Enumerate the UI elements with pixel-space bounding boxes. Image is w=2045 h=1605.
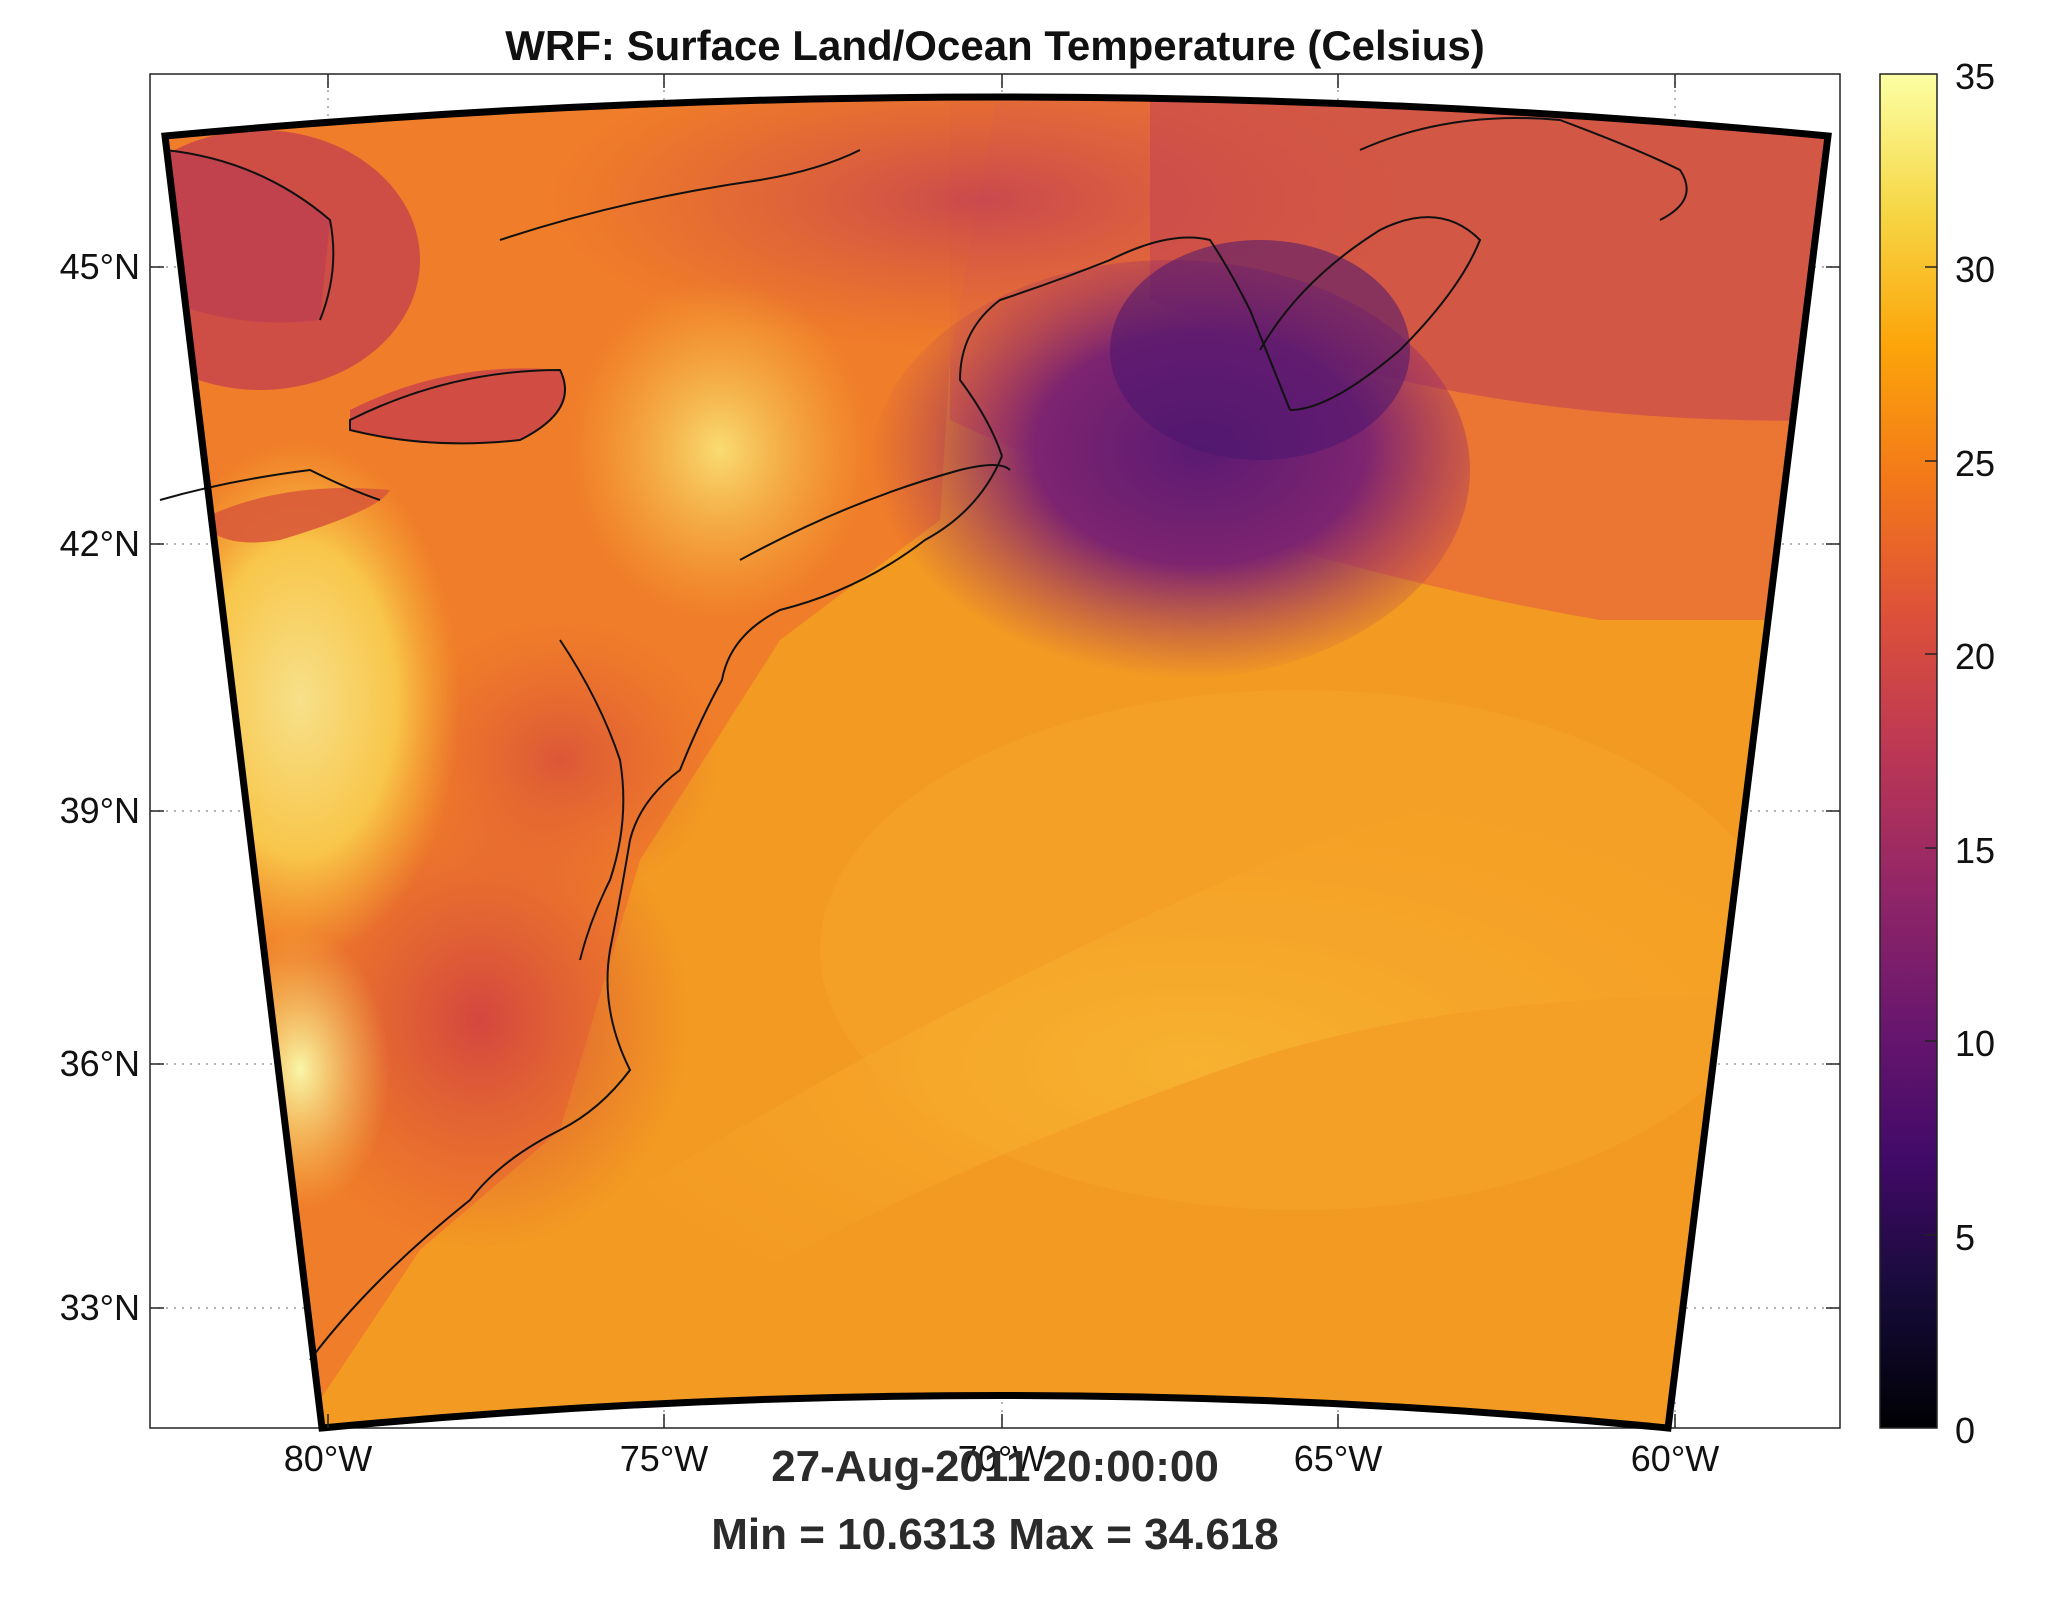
lon-tick-label: 65°W bbox=[1293, 1438, 1383, 1479]
lon-tick-label: 60°W bbox=[1630, 1438, 1720, 1479]
lat-tick-label: 39°N bbox=[59, 790, 140, 831]
lon-tick-label: 75°W bbox=[619, 1438, 709, 1479]
tick-marks bbox=[150, 74, 1840, 1428]
colorbar-ticks bbox=[1925, 266, 1937, 1236]
colorbar-tick-label: 35 bbox=[1955, 56, 1996, 97]
lat-tick-label: 45°N bbox=[59, 246, 140, 287]
lat-tick-label: 42°N bbox=[59, 523, 140, 564]
colorbar-tick-label: 25 bbox=[1955, 443, 1996, 484]
timestamp: 27-Aug-2011 20:00:00 bbox=[771, 1442, 1219, 1491]
colorbar-tick-label: 20 bbox=[1955, 636, 1996, 677]
colorbar-tick-label: 0 bbox=[1955, 1410, 1976, 1451]
colorbar-tick-label: 10 bbox=[1955, 1023, 1996, 1064]
lat-tick-label: 33°N bbox=[59, 1287, 140, 1328]
colorbar bbox=[1879, 73, 1938, 1429]
colorbar-tick-label: 15 bbox=[1955, 830, 1996, 871]
temperature-field bbox=[165, 97, 1828, 1428]
min-max-stats: Min = 10.6313 Max = 34.618 bbox=[711, 1510, 1279, 1559]
colorbar-tick-label: 30 bbox=[1955, 249, 1996, 290]
lon-tick-label: 70°W bbox=[957, 1438, 1047, 1479]
map-title: WRF: Surface Land/Ocean Temperature (Cel… bbox=[505, 22, 1485, 69]
lon-tick-label: 80°W bbox=[283, 1438, 373, 1479]
domain-boundary bbox=[161, 93, 1832, 1432]
colorbar-tick-label: 5 bbox=[1955, 1217, 1976, 1258]
coastlines bbox=[159, 117, 1688, 1361]
lat-tick-label: 36°N bbox=[59, 1043, 140, 1084]
